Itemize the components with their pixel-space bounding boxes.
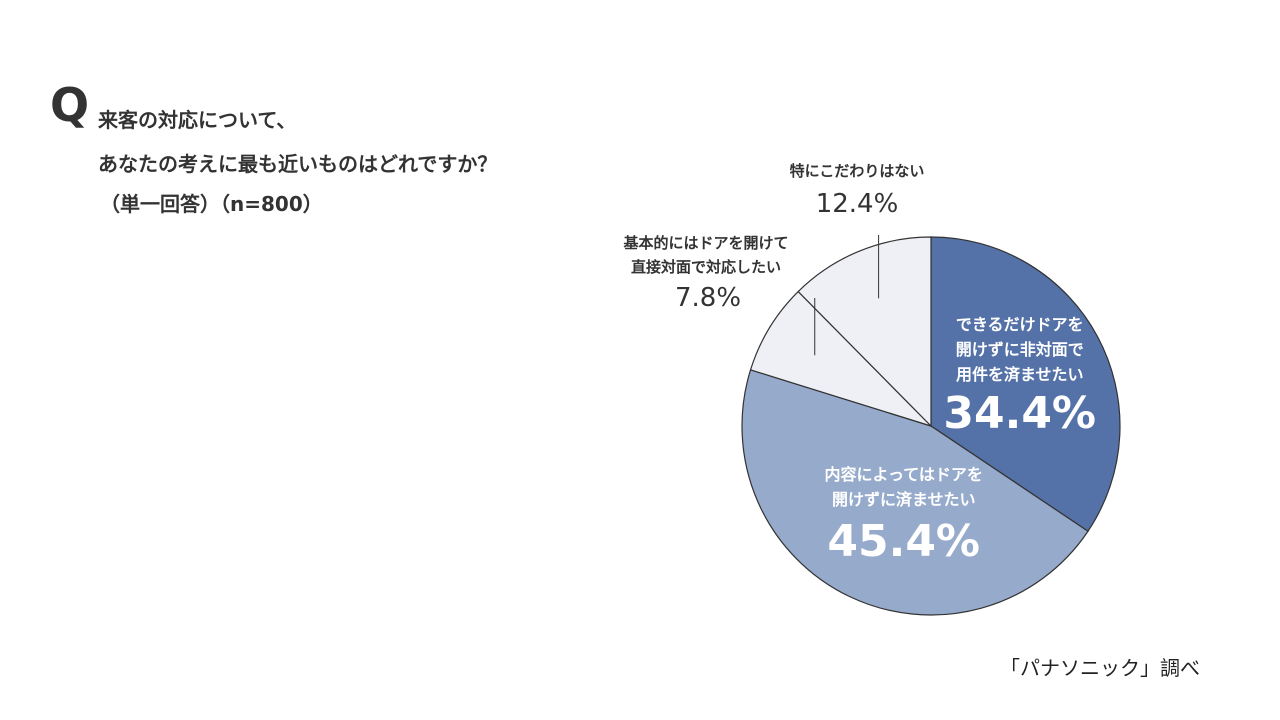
slice-label-1: 用件を済ませたい	[956, 365, 1084, 384]
pie-slice-4	[797, 236, 932, 428]
slice-value-3: 7.8%	[675, 283, 741, 313]
question-line-2: あなたの考えに最も近いものはどれですか？	[98, 152, 498, 176]
pie-slice-1	[930, 236, 1121, 533]
source-note: 「パナソニック」調べ	[1000, 656, 1200, 680]
slice-label-2: 開けずに済ませたい	[832, 490, 976, 509]
slice-label-3: 直接対面で対応したい	[631, 258, 781, 276]
pie-slice-3	[749, 290, 932, 427]
question-mark: Q	[50, 78, 90, 132]
slice-value-4: 12.4%	[816, 189, 899, 219]
pie-slice-2	[741, 369, 1089, 616]
slice-label-1: できるだけドアを	[956, 315, 1084, 334]
question-line-3: （単一回答）（n=800）	[100, 192, 323, 216]
slice-label-2: 内容によってはドアを	[825, 465, 983, 484]
slice-label-1: 開けずに非対面で	[956, 340, 1084, 359]
slice-value-1: 34.4%	[943, 388, 1096, 439]
slice-label-4: 特にこだわりはない	[790, 162, 925, 180]
question-line-1: 来客の対応について、	[98, 108, 297, 132]
slice-label-3: 基本的にはドアを開けて	[622, 234, 788, 252]
slice-value-2: 45.4%	[827, 516, 980, 567]
